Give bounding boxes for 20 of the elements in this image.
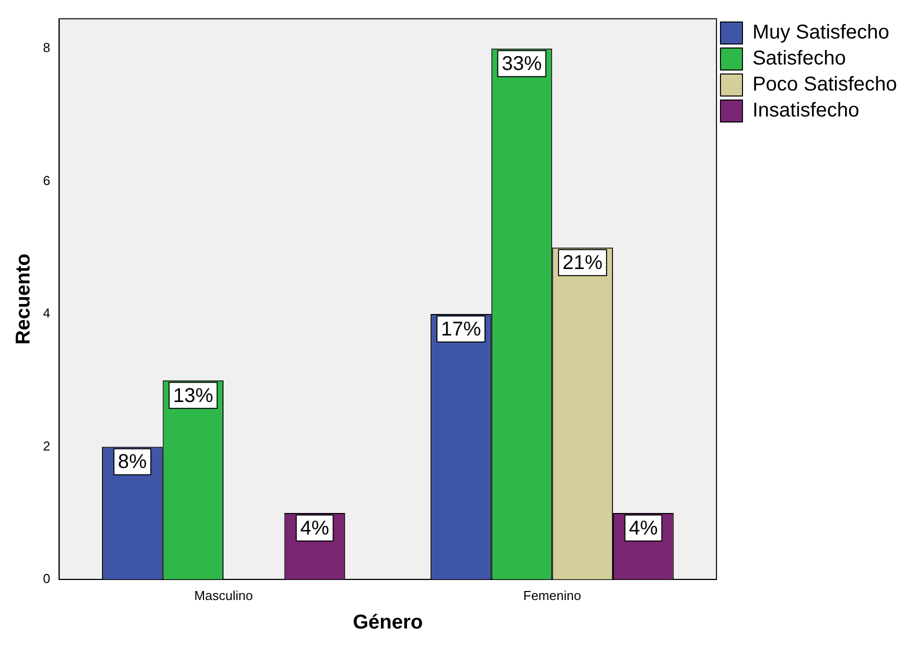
legend-label: Insatisfecho xyxy=(752,100,860,122)
y-tick-label: 8 xyxy=(42,40,50,56)
y-tick-label: 4 xyxy=(42,306,50,321)
legend-label: Poco Satisfecho xyxy=(752,74,897,96)
y-tick-label: 6 xyxy=(42,172,50,188)
annotation: 4% xyxy=(300,518,330,540)
x-tick-label: Masculino xyxy=(194,588,253,603)
legend-label: Satisfecho xyxy=(752,48,846,70)
annotation: 33% xyxy=(502,53,542,76)
annotation: 13% xyxy=(173,384,214,407)
annotation: 8% xyxy=(118,451,148,474)
annotation: 21% xyxy=(562,252,603,274)
y-tick-label: 0 xyxy=(42,570,50,586)
x-axis-title: Género xyxy=(352,612,423,634)
y-tick-label: 2 xyxy=(42,438,50,454)
y-axis-title: Recuento xyxy=(12,254,35,345)
x-tick-label: Femenino xyxy=(523,588,582,603)
annotation: 17% xyxy=(440,318,482,341)
legend-label: Muy Satisfecho xyxy=(752,22,890,44)
annotation: 4% xyxy=(628,518,658,540)
